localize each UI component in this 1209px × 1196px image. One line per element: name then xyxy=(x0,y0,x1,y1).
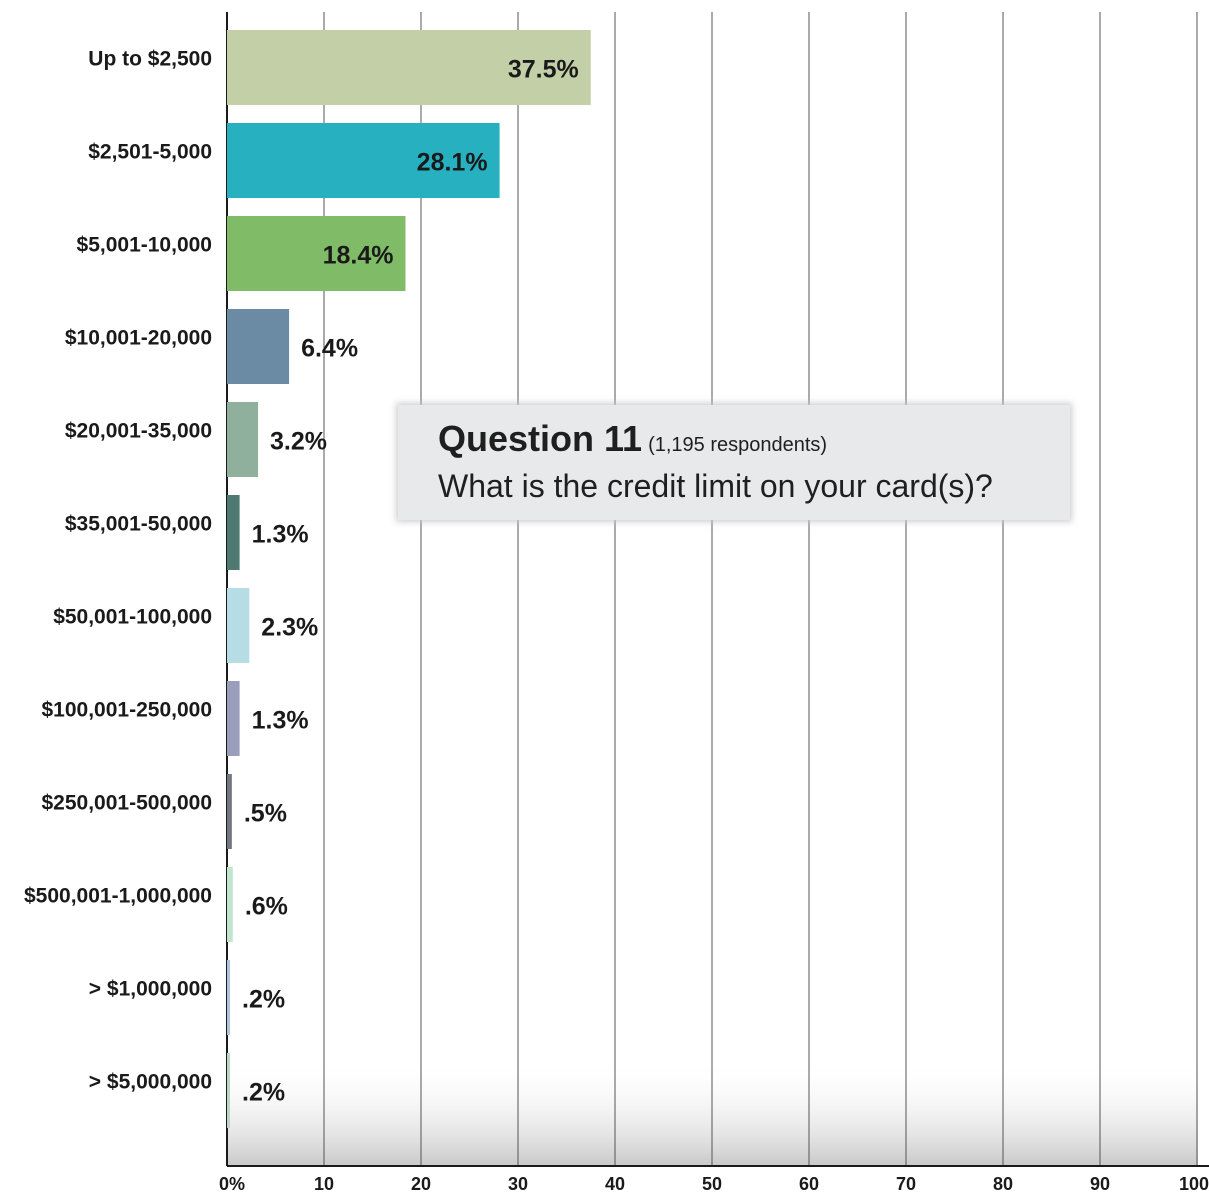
bar xyxy=(227,216,406,291)
bar xyxy=(227,960,230,1035)
x-tick-label: 20 xyxy=(411,1174,431,1194)
x-tick-label: 100 xyxy=(1179,1174,1209,1194)
bar xyxy=(227,123,500,198)
value-label: .2% xyxy=(242,1079,285,1107)
question-title: Question 11 xyxy=(438,418,643,459)
x-tick-label: 90 xyxy=(1090,1174,1110,1194)
bar xyxy=(227,681,240,756)
value-label: 1.3% xyxy=(252,521,309,549)
x-tick-label: 50 xyxy=(702,1174,722,1194)
value-label: .2% xyxy=(242,986,285,1014)
bars xyxy=(227,30,591,1128)
category-label: $100,001-250,000 xyxy=(42,699,213,722)
value-label: 2.3% xyxy=(261,614,318,642)
x-tick-labels: 0% 10 20 30 40 50 60 70 80 90 100 xyxy=(219,1174,1209,1194)
category-label: $2,501-5,000 xyxy=(88,141,212,164)
category-label: $500,001-1,000,000 xyxy=(24,885,212,908)
category-labels: Up to $2,500 $2,501-5,000 $5,001-10,000 $10… xyxy=(24,48,212,1094)
category-label: $5,001-10,000 xyxy=(77,234,212,257)
value-label: 37.5% xyxy=(508,56,579,84)
x-tick-label: 30 xyxy=(508,1174,528,1194)
plot-bottom-shade xyxy=(228,1060,1198,1166)
category-label: > $5,000,000 xyxy=(89,1071,212,1094)
x-tick-label: 40 xyxy=(605,1174,625,1194)
value-label: .5% xyxy=(244,800,287,828)
question-box: Question 11 (1,195 respondents) What is t… xyxy=(398,405,1070,520)
value-label: .6% xyxy=(245,893,288,921)
category-label: > $1,000,000 xyxy=(89,978,212,1001)
value-label: 18.4% xyxy=(323,242,394,270)
bar xyxy=(227,1053,230,1128)
question-text: What is the credit limit on your card(s)… xyxy=(438,468,993,504)
value-label: 1.3% xyxy=(252,707,309,735)
bar xyxy=(227,495,240,570)
bar xyxy=(227,588,250,663)
value-labels: 37.5% 28.1% 18.4% 6.4% 3.2% 1.3% 2.3% 1.3% .5% .6… xyxy=(242,56,579,1107)
value-label: 6.4% xyxy=(301,335,358,363)
respondent-count: (1,195 respondents) xyxy=(648,434,828,456)
bar xyxy=(227,867,233,942)
x-tick-label: 70 xyxy=(896,1174,916,1194)
x-tick-label: 0% xyxy=(219,1174,245,1194)
x-tick-label: 60 xyxy=(799,1174,819,1194)
bar xyxy=(227,309,290,384)
x-tick-label: 10 xyxy=(314,1174,334,1194)
x-tick-label: 80 xyxy=(993,1174,1013,1194)
category-label: $50,001-100,000 xyxy=(53,606,212,629)
category-label: $10,001-20,000 xyxy=(65,327,212,350)
bar xyxy=(227,402,259,477)
value-label: 3.2% xyxy=(270,428,327,456)
value-label: 28.1% xyxy=(417,149,488,177)
question-heading: Question 11 (1,195 respondents) xyxy=(438,419,1070,467)
bar xyxy=(227,30,591,105)
category-label: $250,001-500,000 xyxy=(42,792,213,815)
category-label: $35,001-50,000 xyxy=(65,513,212,536)
bar xyxy=(227,774,232,849)
category-label: Up to $2,500 xyxy=(88,48,212,71)
category-label: $20,001-35,000 xyxy=(65,420,212,443)
